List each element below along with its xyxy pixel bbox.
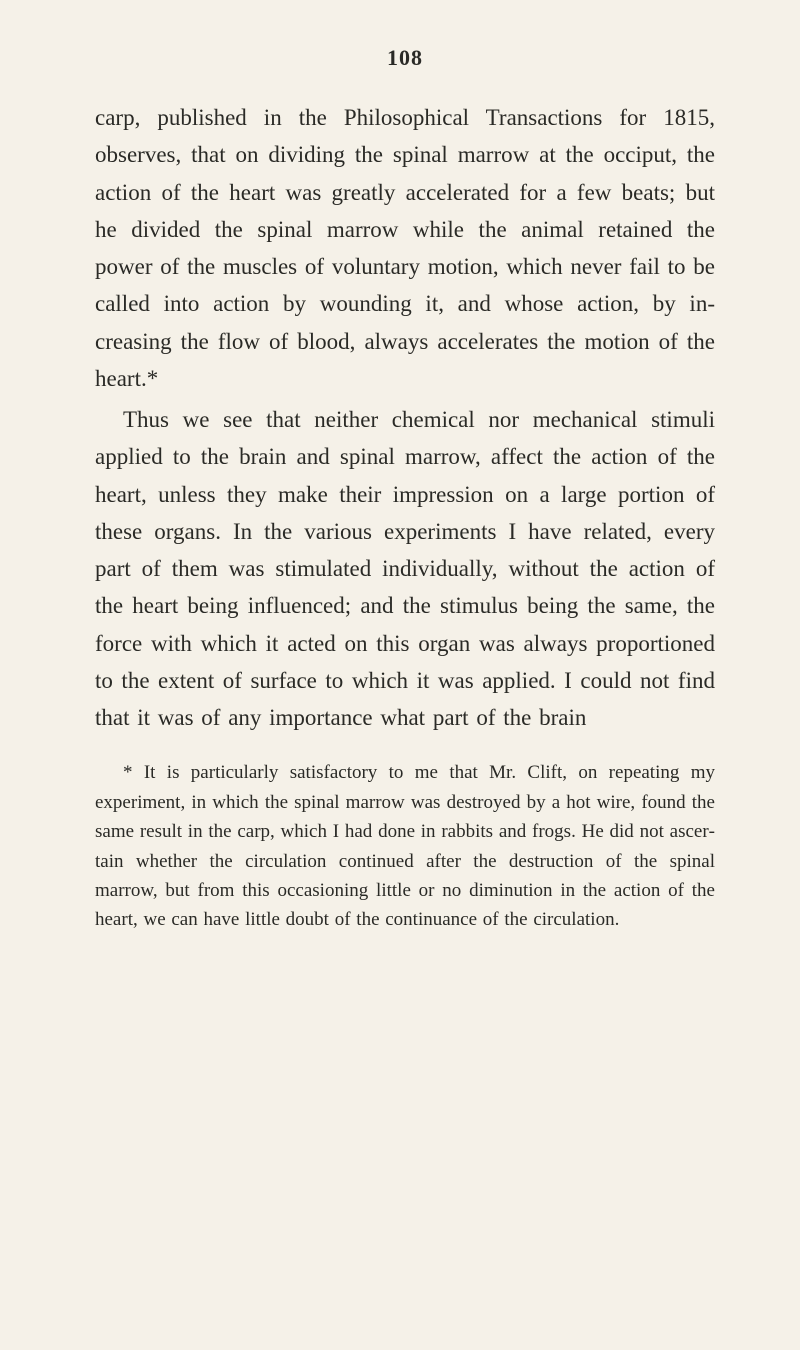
paragraph-1: carp, published in the Philosophical Tra…: [95, 99, 715, 397]
footnote: * It is particularly satisfactory to me …: [95, 758, 715, 935]
page-number: 108: [95, 45, 715, 71]
paragraph-2: Thus we see that neither chemical nor me…: [95, 401, 715, 736]
body-text-container: carp, published in the Philosophical Tra…: [95, 99, 715, 736]
